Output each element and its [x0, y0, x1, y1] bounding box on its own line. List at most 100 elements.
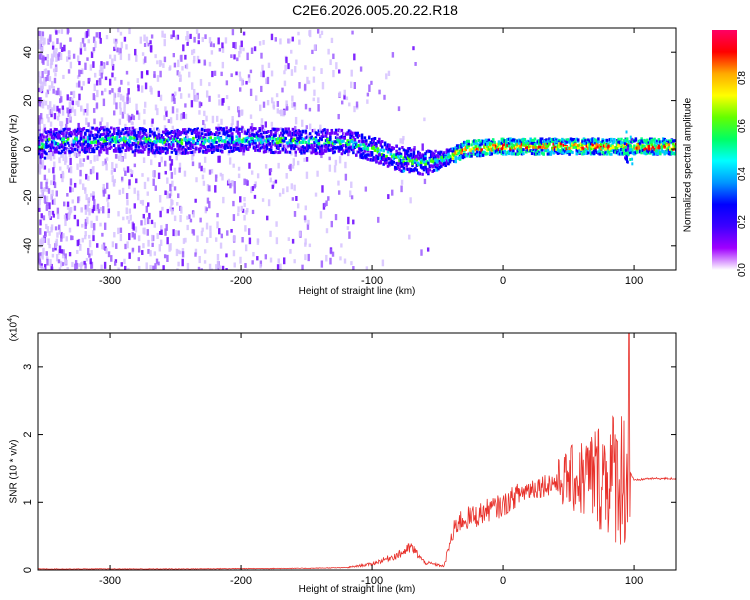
ridge-cell	[347, 129, 351, 133]
ridge-cell	[159, 148, 162, 152]
noise-speck	[137, 193, 140, 201]
ridge-cell	[242, 131, 246, 135]
noise-speck	[86, 204, 89, 212]
ridge-cell	[604, 143, 607, 147]
ridge-cell	[133, 142, 136, 146]
noise-speck	[104, 158, 107, 165]
ridge-cell	[72, 144, 76, 148]
ridge-cell	[203, 146, 207, 150]
noise-speck	[264, 254, 268, 260]
ridge-cell	[270, 133, 273, 137]
ridge-cell	[673, 139, 676, 143]
ridge-cell	[111, 135, 114, 139]
ridge-cell	[59, 149, 63, 153]
ridge-cell	[654, 148, 658, 152]
ridge-cell	[124, 143, 127, 147]
noise-speck	[124, 243, 127, 250]
ridge-cell	[411, 164, 414, 168]
noise-speck	[332, 53, 335, 60]
noise-speck	[57, 213, 60, 220]
noise-speck	[86, 110, 89, 116]
noise-speck	[120, 157, 123, 163]
noise-speck	[56, 232, 59, 238]
ridge-cell	[375, 141, 378, 145]
ridge-cell	[216, 146, 220, 150]
ridge-cell	[195, 135, 198, 139]
ridge-cell	[294, 144, 298, 148]
ridge-cell	[587, 143, 590, 147]
ridge-cell	[45, 140, 48, 144]
ridge-cell	[559, 149, 563, 153]
ridge-cell	[350, 140, 354, 144]
ridge-cell	[473, 139, 476, 143]
ridge-cell	[588, 148, 591, 152]
ridge-cell	[146, 142, 149, 146]
noise-speck	[202, 180, 206, 186]
ridge-cell	[393, 165, 397, 169]
ridge-cell	[268, 134, 272, 138]
noise-speck	[227, 178, 231, 184]
ridge-cell	[219, 137, 223, 141]
ridge-cell	[43, 156, 47, 160]
ridge-cell	[414, 156, 417, 160]
ridge-cell	[221, 139, 224, 143]
ridge-cell	[288, 150, 292, 154]
ridge-cell	[143, 147, 146, 151]
ridge-cell	[546, 148, 550, 152]
ridge-cell	[120, 149, 123, 153]
noise-speck	[197, 33, 200, 40]
noise-speck	[59, 166, 62, 171]
noise-speck	[58, 108, 61, 114]
ridge-cell	[66, 141, 70, 145]
noise-speck	[203, 156, 207, 163]
noise-speck	[191, 229, 194, 234]
ridge-cell	[128, 135, 132, 139]
ridge-cell	[506, 138, 509, 142]
ridge-cell	[120, 137, 123, 141]
noise-speck	[77, 151, 80, 158]
noise-speck	[186, 262, 190, 270]
noise-speck	[338, 91, 342, 98]
ridge-cell	[229, 146, 233, 150]
noise-speck	[176, 268, 179, 270]
ridge-cell	[140, 149, 143, 153]
noise-speck	[276, 100, 280, 107]
noise-speck	[89, 126, 92, 131]
noise-speck	[113, 38, 116, 44]
noise-speck	[206, 197, 210, 204]
noise-speck	[52, 153, 56, 160]
noise-speck	[114, 38, 118, 44]
ridge-cell	[248, 140, 251, 144]
noise-speck	[101, 244, 104, 250]
noise-speck	[114, 41, 118, 49]
noise-speck	[119, 227, 123, 233]
noise-speck	[335, 62, 338, 70]
ridge-cell	[216, 144, 220, 148]
ridge-cell	[108, 139, 112, 143]
ridge-cell	[450, 156, 453, 160]
noise-speck	[85, 173, 88, 180]
ridge-cell	[510, 142, 514, 146]
ridge-cell	[251, 136, 254, 140]
ridge-cell	[409, 169, 413, 173]
noise-speck	[239, 47, 242, 54]
ridge-cell	[56, 135, 60, 139]
ridge-cell	[628, 151, 632, 155]
ridge-cell	[405, 151, 408, 155]
ridge-cell	[549, 138, 553, 142]
ridge-cell	[424, 165, 427, 169]
noise-speck	[329, 257, 332, 265]
ridge-cell	[442, 159, 446, 163]
ridge-cell	[94, 144, 97, 148]
noise-speck	[79, 47, 83, 55]
ridge-cell	[244, 145, 247, 149]
ridge-cell	[454, 146, 457, 150]
ridge-cell	[169, 145, 172, 149]
ridge-cell	[218, 131, 221, 135]
ridge-cell	[607, 142, 610, 146]
chart-title: C2E6.2026.005.20.22.R18	[292, 2, 458, 18]
ridge-cell	[197, 137, 201, 141]
noise-speck	[119, 53, 123, 60]
ridge-cell	[294, 133, 298, 137]
noise-speck	[56, 115, 60, 121]
